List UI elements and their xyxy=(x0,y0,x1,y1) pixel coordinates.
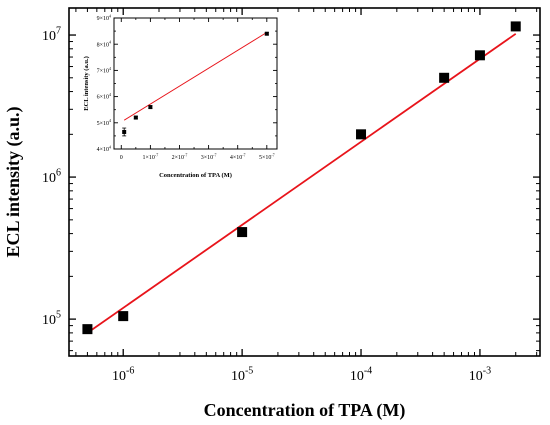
main-plot-frame xyxy=(68,7,541,357)
main-x-tick-label: 10-5 xyxy=(231,366,253,384)
inset-x-tick-label: 5×10-7 xyxy=(259,152,275,161)
main-x-tick-label: 10-4 xyxy=(350,366,372,384)
inset-data-point xyxy=(148,105,153,110)
main-y-axis-title: ECL intensity (a.u.) xyxy=(3,106,24,257)
main-x-tick-label: 10-3 xyxy=(469,366,491,384)
main-x-axis-title: Concentration of TPA (M) xyxy=(204,400,406,421)
main-data-point xyxy=(439,72,450,83)
inset-y-tick-label: 4×104 xyxy=(97,144,111,153)
inset-y-tick-label: 7×104 xyxy=(97,66,111,75)
inset-x-tick-label: 3×10-7 xyxy=(201,152,217,161)
main-data-point xyxy=(118,311,129,322)
inset-data-point xyxy=(264,31,269,36)
inset-y-tick-label: 8×104 xyxy=(97,40,111,49)
main-data-point xyxy=(82,324,93,335)
inset-data-point xyxy=(133,115,138,120)
inset-y-tick-label: 9×104 xyxy=(97,13,111,22)
main-data-point xyxy=(510,21,521,32)
inset-plot-frame xyxy=(113,17,278,150)
inset-y-tick-label: 6×104 xyxy=(97,92,111,101)
inset-y-axis-title: ECL intensity (a.u.) xyxy=(83,56,90,111)
inset-x-tick-label: 0 xyxy=(120,155,123,161)
inset-x-axis-title: Concentration of TPA (M) xyxy=(159,172,232,179)
main-x-tick-label: 10-6 xyxy=(112,366,134,384)
main-data-point xyxy=(237,227,248,238)
inset-data-point xyxy=(122,129,127,134)
inset-x-tick-label: 1×10-7 xyxy=(143,152,159,161)
main-y-tick-label: 106 xyxy=(42,168,61,186)
inset-x-tick-label: 4×10-7 xyxy=(230,152,246,161)
main-data-point xyxy=(356,129,367,140)
inset-fit-line xyxy=(123,32,268,121)
main-y-tick-label: 105 xyxy=(42,310,61,328)
main-plot: 10-6 10-5 10-4 10-3 105 106 107 Concentration o… xyxy=(3,7,541,421)
main-fit-line xyxy=(86,33,517,334)
inset-y-tick-label: 5×104 xyxy=(97,118,111,127)
inset-plot: 0 1×10-7 2×10-7 3×10-7 4×10-7 5×10-7 4×104 5×10… xyxy=(83,13,278,179)
inset-x-tick-label: 2×10-7 xyxy=(172,152,188,161)
main-data-point xyxy=(474,50,485,61)
main-y-tick-label: 107 xyxy=(42,26,61,44)
